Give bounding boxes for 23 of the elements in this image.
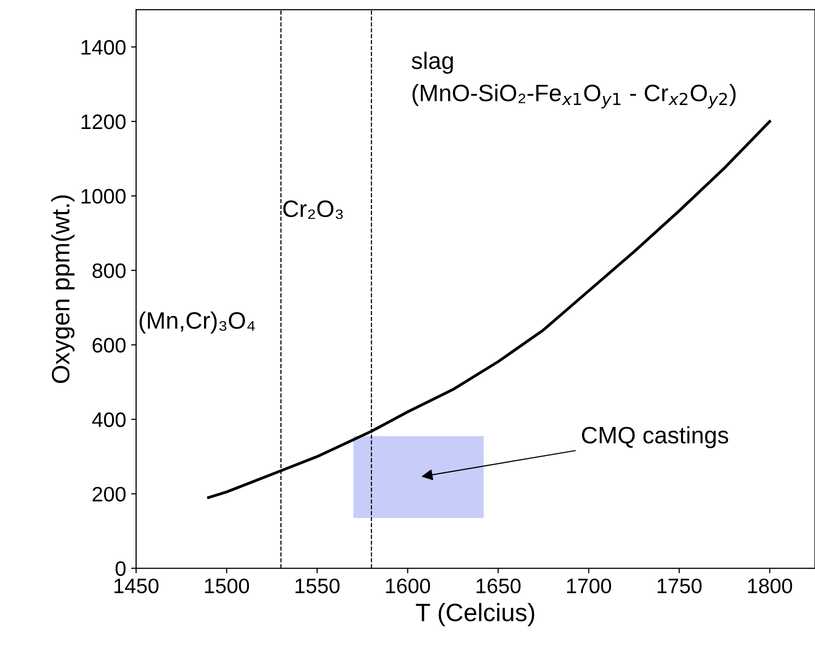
annotation: CMQ castings xyxy=(582,426,728,448)
x-tick-label: 1450 xyxy=(114,578,158,594)
text: (MnO-SiO₂-Fe$_{x1}$O$_{y1}$ - Cr$_{x2}$O$_{y2}$) xyxy=(412,84,736,108)
y-tick-label: 400 xyxy=(92,412,126,428)
y-axis-title: Oxygen ppm(wt.) xyxy=(51,195,74,383)
x-tick-label: 1750 xyxy=(658,578,702,594)
x-tick-label: 1550 xyxy=(296,578,340,594)
annotation: Cr₂O₃ xyxy=(283,200,343,220)
y-tick-label: 800 xyxy=(92,263,126,278)
x-tick-label: 1500 xyxy=(205,578,249,594)
x-axis-title: T (Celcius) xyxy=(416,602,534,626)
y-tick-label: 600 xyxy=(92,338,126,353)
y-tick-label: 1200 xyxy=(82,114,126,130)
y-tick-label: 200 xyxy=(92,486,126,502)
annotation: slag xyxy=(412,52,453,74)
x-tick-label: 1700 xyxy=(567,578,612,594)
y-tick-label: 0 xyxy=(116,561,126,576)
x-tick-label: 1800 xyxy=(748,578,792,594)
y-tick-label: 1400 xyxy=(82,40,126,55)
x-tick-label: 1600 xyxy=(386,578,430,594)
y-tick-label: 1000 xyxy=(82,188,126,204)
x-tick-label: 1650 xyxy=(476,578,521,594)
annotation: (Mn,Cr)₃O₄ xyxy=(140,312,255,334)
